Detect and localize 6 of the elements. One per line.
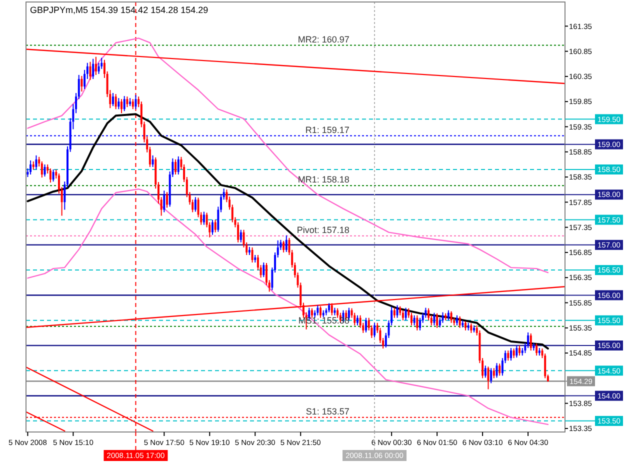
ref-line-label: S1: 153.57 xyxy=(306,406,350,416)
chart-title: GBPJPYm,M5 154.39 154.42 154.28 154.29 xyxy=(30,5,208,15)
ref-line-label: MR1: 158.18 xyxy=(298,174,350,185)
ref-line-label: R1: 159.17 xyxy=(305,124,350,135)
ref-line-label: Pivot: 157.18 xyxy=(296,224,350,235)
ref-line-label: MR2: 160.97 xyxy=(298,34,350,44)
